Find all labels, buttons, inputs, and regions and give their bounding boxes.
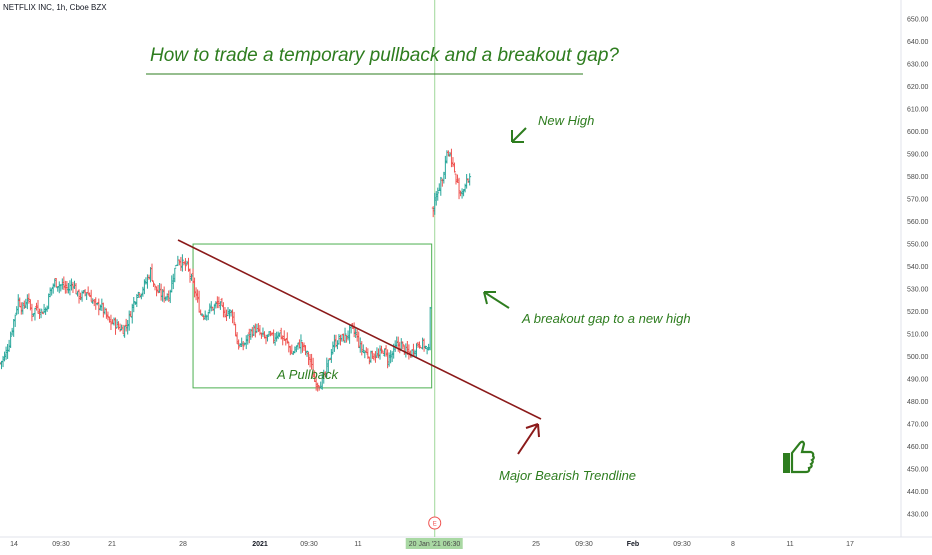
annotation-pullback: A Pullback (277, 367, 338, 382)
x-tick-label: 09:30 (673, 541, 691, 548)
y-tick-label: 600.00 (907, 129, 929, 136)
price-axis-bg (901, 0, 932, 550)
new-high-arrow-shaft (511, 127, 527, 143)
y-tick-label: 440.00 (907, 489, 929, 496)
x-tick-label: 21 (108, 541, 116, 548)
y-tick-label: 630.00 (907, 62, 929, 69)
y-tick-label: 550.00 (907, 242, 929, 249)
x-tick-label: 14 (10, 541, 18, 548)
y-tick-label: 510.00 (907, 331, 929, 338)
y-tick-label: 470.00 (907, 421, 929, 428)
y-tick-label: 650.00 (907, 17, 929, 24)
y-tick-label: 640.00 (907, 39, 929, 46)
crosshair-time-label: 06:30 (443, 541, 461, 548)
y-tick-label: 580.00 (907, 174, 929, 181)
x-tick-label: 8 (731, 541, 735, 548)
trendline-arrow-head-b (537, 423, 540, 438)
crosshair-label-bg (405, 538, 463, 549)
pullback-box (192, 243, 433, 389)
bearish-trendline (177, 239, 542, 420)
x-tick-label: 09:30 (300, 541, 318, 548)
x-tick-label: 09:30 (575, 541, 593, 548)
breakout-arrow-head-b (483, 291, 488, 305)
y-tick-label: 500.00 (907, 354, 929, 361)
x-tick-label: 2021 (252, 541, 268, 548)
chart-title: How to trade a temporary pullback and a … (150, 45, 619, 66)
trendline-arrow-shaft (517, 423, 539, 455)
x-tick-label: 17 (846, 541, 854, 548)
thumbs-up-icon (783, 440, 815, 474)
y-tick-label: 530.00 (907, 286, 929, 293)
y-tick-label: 540.00 (907, 264, 929, 271)
y-tick-label: 610.00 (907, 107, 929, 114)
y-tick-label: 450.00 (907, 466, 929, 473)
earnings-marker (428, 516, 442, 530)
y-tick-label: 590.00 (907, 152, 929, 159)
y-tick-label: 560.00 (907, 219, 929, 226)
y-tick-label: 460.00 (907, 444, 929, 451)
y-tick-label: 520.00 (907, 309, 929, 316)
earnings-marker-label: E (433, 522, 437, 528)
x-tick-label: 28 (179, 541, 187, 548)
y-tick-label: 570.00 (907, 197, 929, 204)
annotation-new-high: New High (538, 113, 595, 128)
y-tick-label: 490.00 (907, 376, 929, 383)
crosshair-date-label: 20 Jan '21 (409, 541, 441, 548)
breakout-arrow-shaft (483, 291, 510, 309)
x-tick-label: 25 (532, 541, 540, 548)
y-tick-label: 430.00 (907, 511, 929, 518)
y-tick-label: 620.00 (907, 84, 929, 91)
symbol-legend: NETFLIX INC, 1h, Cboe BZX (3, 3, 107, 12)
x-tick-label: Feb (627, 541, 639, 548)
annotation-breakout: A breakout gap to a new high (522, 311, 691, 326)
x-tick-label: 11 (354, 541, 361, 548)
x-tick-label: 09:30 (52, 541, 70, 548)
annotation-trendline: Major Bearish Trendline (499, 468, 637, 483)
x-tick-label: 11 (786, 541, 793, 548)
y-tick-label: 480.00 (907, 399, 929, 406)
trendline-arrow-head-a (525, 423, 539, 429)
